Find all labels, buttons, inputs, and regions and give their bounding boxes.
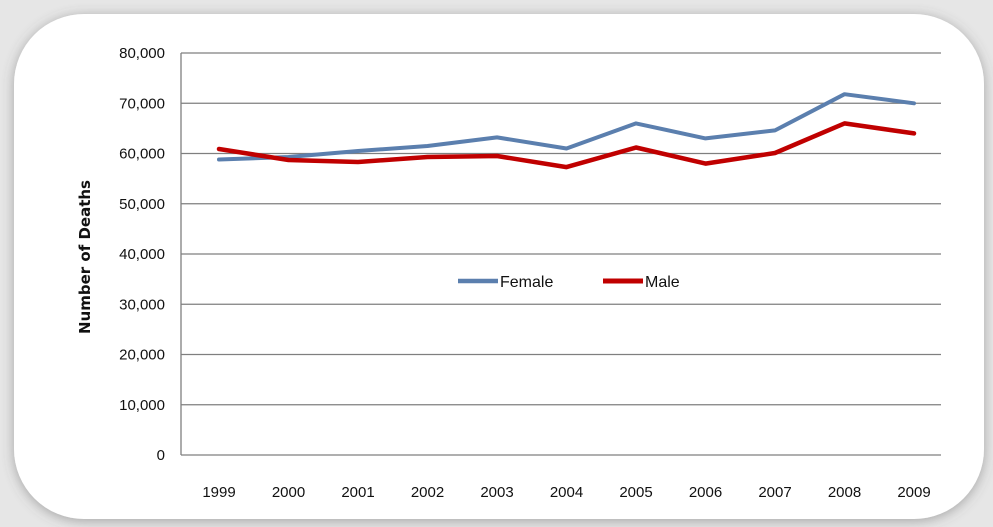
x-tick-label: 2000 xyxy=(272,484,305,501)
y-tick-label: 70,000 xyxy=(119,95,165,112)
data-point-male xyxy=(565,165,568,169)
legend-label-male: Male xyxy=(645,274,680,291)
data-point-male xyxy=(843,121,846,125)
data-point-male xyxy=(704,162,707,166)
y-axis-ticks: 0 10,000 20,000 30,000 40,000 50,000 60,000 70,… xyxy=(119,45,165,464)
data-point-female xyxy=(912,101,916,105)
y-tick-label: 10,000 xyxy=(119,397,165,414)
y-tick-label: 30,000 xyxy=(119,296,165,313)
data-point-male xyxy=(287,158,290,162)
legend-label-female: Female xyxy=(500,274,553,291)
y-tick-label: 60,000 xyxy=(119,146,165,163)
y-tick-label: 80,000 xyxy=(119,45,165,62)
data-point-male xyxy=(426,155,429,159)
data-point-female xyxy=(495,135,499,139)
x-tick-label: 2002 xyxy=(411,484,444,501)
data-point-male xyxy=(356,160,360,164)
data-point-female xyxy=(426,144,429,148)
x-tick-label: 2001 xyxy=(341,484,374,501)
data-point-male xyxy=(217,147,221,151)
y-tick-label: 0 xyxy=(157,447,165,464)
data-point-female xyxy=(217,158,221,162)
data-point-male xyxy=(773,151,777,155)
x-tick-label: 2008 xyxy=(828,484,861,501)
legend: Female Male xyxy=(458,274,680,291)
x-tick-label: 2003 xyxy=(480,484,513,501)
x-tick-label: 2005 xyxy=(619,484,652,501)
data-point-female xyxy=(773,128,777,132)
data-point-male xyxy=(634,145,638,149)
y-axis-title: Number of Deaths xyxy=(76,180,94,334)
data-point-female xyxy=(634,121,638,125)
data-point-female xyxy=(356,149,360,153)
x-tick-label: 1999 xyxy=(202,484,235,501)
x-tick-label: 2009 xyxy=(897,484,930,501)
data-point-female xyxy=(843,92,846,96)
data-point-male xyxy=(912,131,916,135)
data-point-male xyxy=(495,154,499,158)
x-axis-ticks: 1999 2000 2001 2002 2003 2004 2005 2006 2007 2008… xyxy=(202,484,930,501)
y-tick-label: 50,000 xyxy=(119,196,165,213)
y-tick-label: 40,000 xyxy=(119,246,165,263)
x-tick-label: 2007 xyxy=(758,484,791,501)
chart-card xyxy=(14,14,984,519)
y-tick-label: 20,000 xyxy=(119,347,165,364)
series-lines xyxy=(216,92,917,170)
data-point-female xyxy=(704,136,707,140)
data-point-female xyxy=(565,146,568,150)
x-tick-label: 2004 xyxy=(550,484,583,501)
x-tick-label: 2006 xyxy=(689,484,722,501)
